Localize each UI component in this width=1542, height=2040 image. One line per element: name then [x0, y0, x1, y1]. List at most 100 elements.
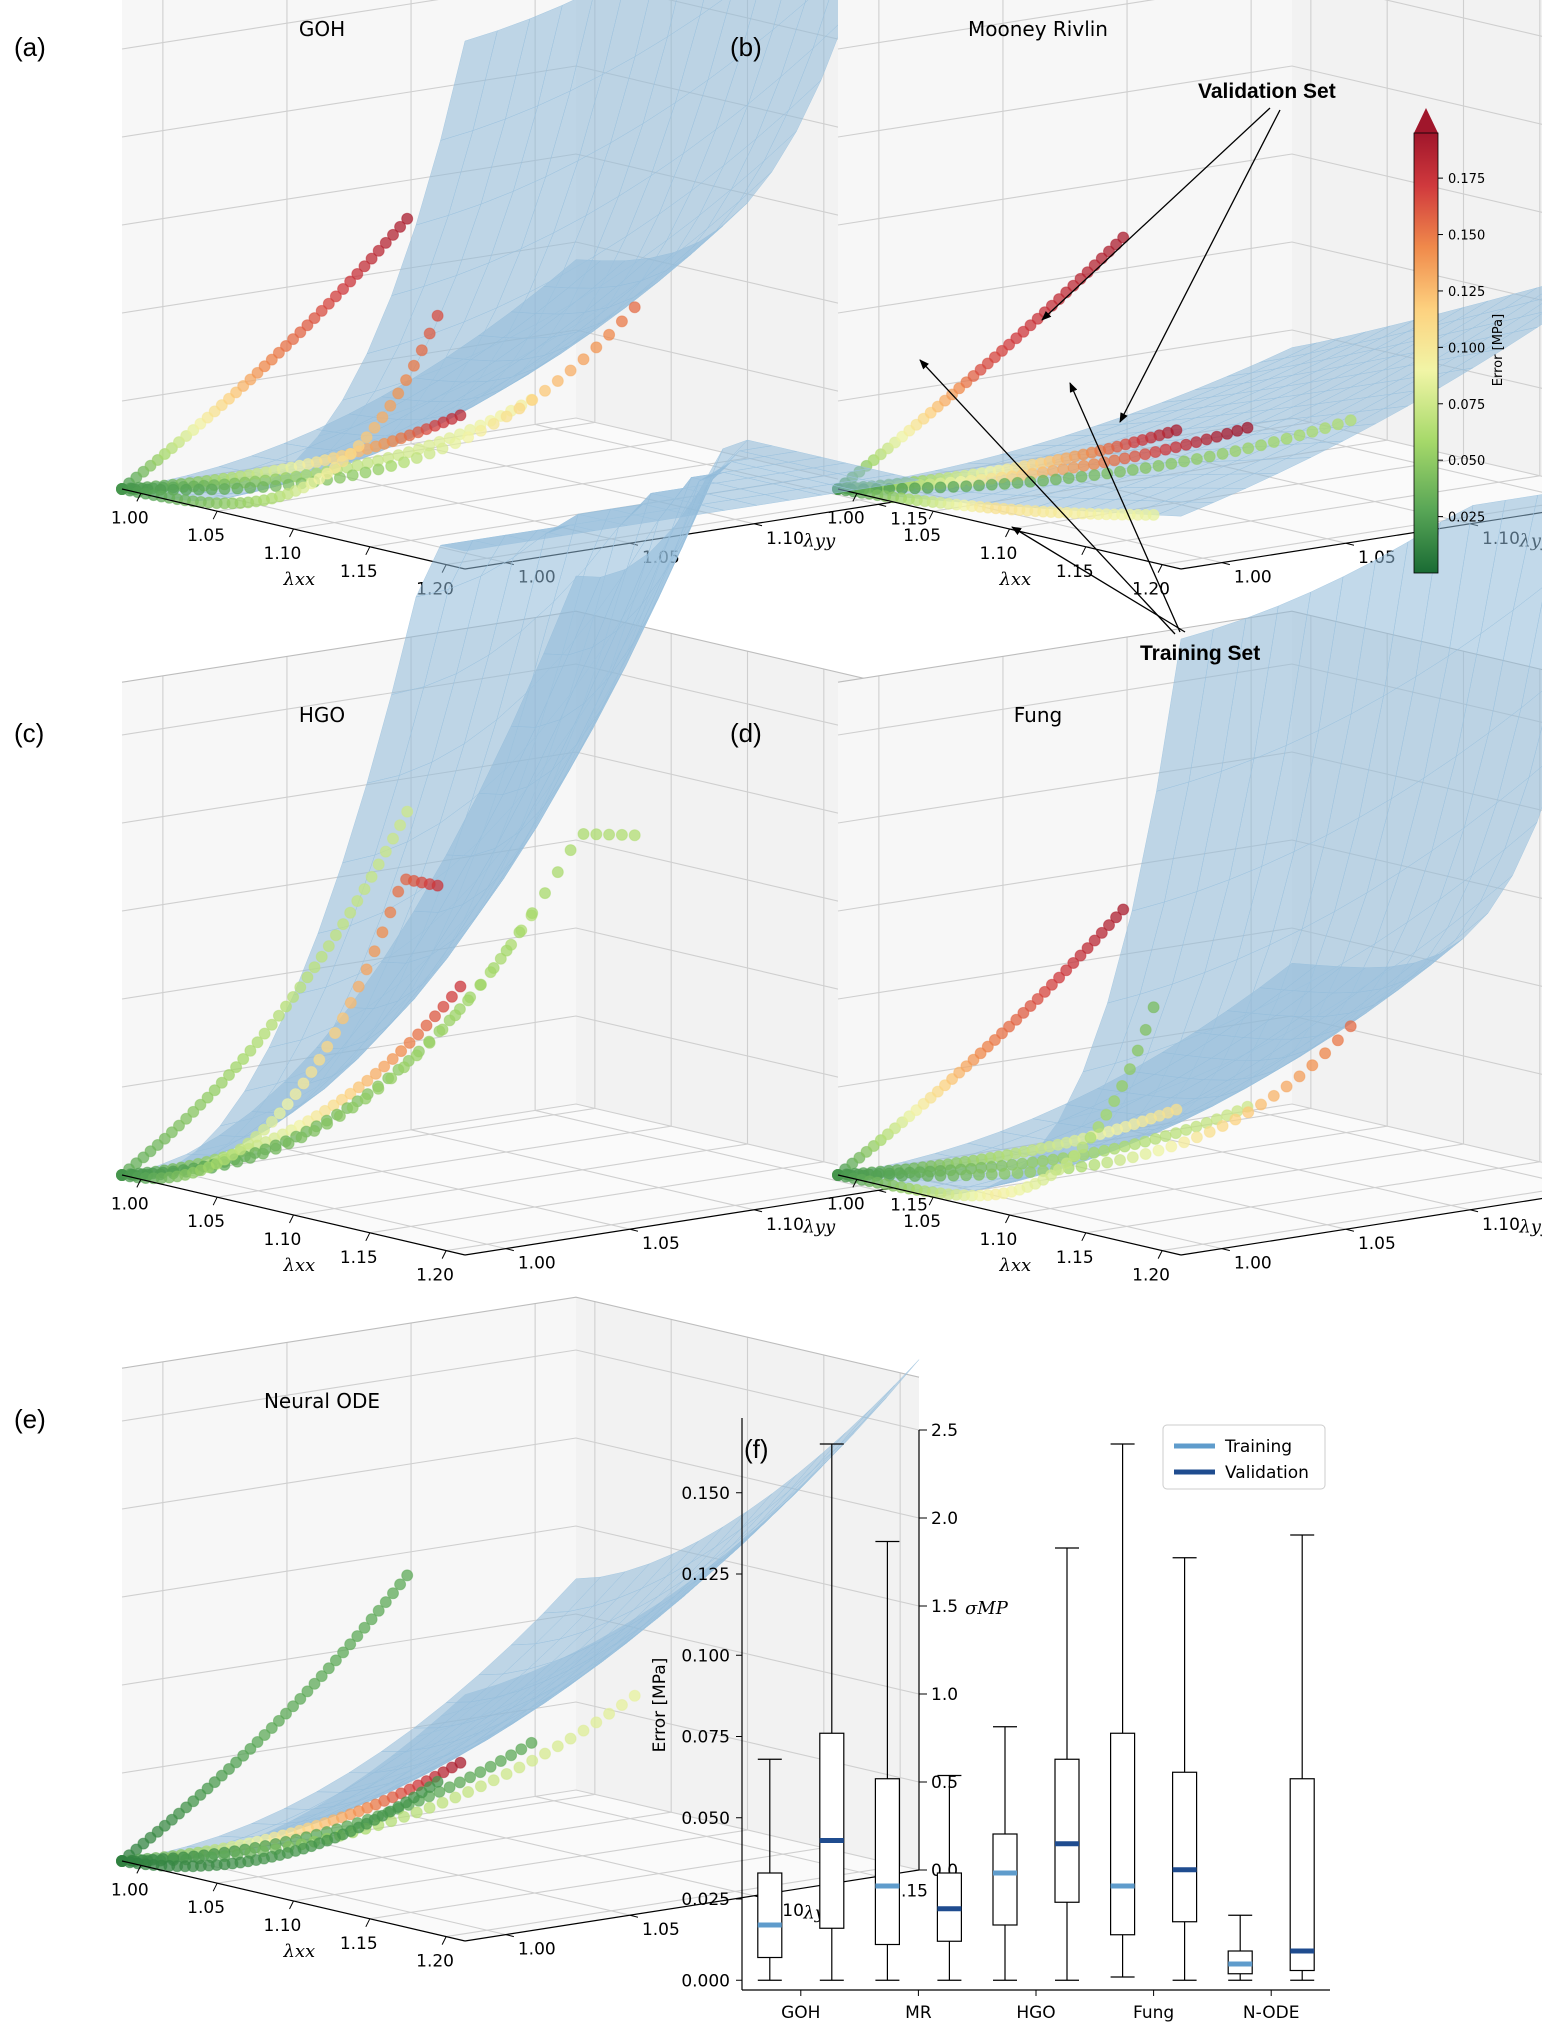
curve-point	[258, 1123, 270, 1136]
training-set-label: Training Set	[1140, 642, 1260, 665]
curve-point	[1169, 441, 1182, 454]
curve-point	[436, 1023, 449, 1036]
curve-point	[590, 341, 603, 354]
curve-point	[415, 344, 428, 357]
surface-patch	[1488, 587, 1542, 734]
curve-point	[333, 471, 346, 484]
curve-point	[358, 260, 371, 273]
y-tick-label: 1.05	[642, 1234, 680, 1254]
curve-point	[297, 1077, 310, 1090]
surface-patch	[1513, 313, 1542, 333]
x-tick	[1157, 1250, 1163, 1259]
y-tick-label: 1.10	[766, 529, 804, 549]
curve-point	[301, 319, 314, 332]
curve-point	[960, 1169, 973, 1182]
x-tick-label: 1.10	[264, 1916, 302, 1936]
curve-point	[385, 1072, 398, 1085]
x-tick	[212, 1196, 218, 1206]
colorbar-tick-label: 0.025	[1448, 511, 1485, 526]
curve-point	[1100, 1108, 1113, 1121]
surface-patch	[780, 0, 830, 78]
curve-point	[443, 1781, 456, 1794]
curve-point	[1024, 1000, 1037, 1012]
curve-point	[1242, 442, 1255, 455]
curve-point	[1293, 1070, 1306, 1083]
x-tick-label: 1.05	[903, 526, 941, 546]
curve-point	[1306, 425, 1319, 438]
x-tick-label: 1.05	[187, 1898, 225, 1918]
curve-point	[1216, 1120, 1229, 1132]
curve-point	[998, 1167, 1011, 1180]
surface-patch	[739, 0, 782, 57]
panel-title: Neural ODE	[264, 1389, 380, 1413]
curve-point	[1074, 949, 1087, 962]
curve-point	[603, 828, 616, 841]
z-axis-label: σMP	[965, 1598, 1009, 1619]
curve-point	[265, 1722, 278, 1734]
curve-point	[368, 421, 381, 434]
y-axis-label: λyy	[802, 530, 836, 551]
x-tick-label: GOH	[781, 2003, 820, 2023]
x-tick	[289, 1900, 294, 1910]
x-tick	[365, 546, 371, 556]
curve-point	[173, 1119, 185, 1132]
colorbar-tick-label: 0.050	[1448, 454, 1485, 469]
x-tick-label: 1.20	[416, 1952, 454, 1972]
y-tick-label: 0.075	[681, 1728, 730, 1748]
curve-point	[337, 918, 350, 931]
curve-point	[1319, 422, 1332, 435]
curve-point	[1280, 1080, 1293, 1093]
curve-point	[628, 301, 641, 314]
curve-point	[1241, 421, 1254, 434]
curve-point	[1010, 1013, 1023, 1026]
surface-patch	[772, 0, 807, 31]
curve-point	[379, 1596, 392, 1609]
curve-point	[590, 828, 603, 841]
legend-label-validation: Validation	[1225, 1463, 1309, 1483]
curve-point	[1344, 1020, 1357, 1033]
curve-point	[344, 275, 357, 288]
x-tick-label: 1.15	[340, 1248, 378, 1268]
curve-point	[960, 480, 973, 493]
curve-point	[1076, 1141, 1089, 1154]
curve-point	[921, 1169, 934, 1182]
curve-point	[201, 1091, 214, 1104]
curve-point	[1117, 231, 1130, 244]
curve-point	[1038, 985, 1051, 998]
panel-letter: (d)	[730, 718, 762, 748]
curve-point	[505, 1749, 518, 1762]
curve-point	[344, 906, 357, 919]
panel-title: Fung	[1014, 703, 1062, 727]
x-tick	[136, 493, 142, 502]
x-tick-label: 1.05	[187, 526, 225, 546]
curve-point	[384, 399, 397, 412]
x-tick	[928, 1196, 934, 1206]
x-tick-label: 1.05	[903, 1212, 941, 1232]
curve-point	[484, 1760, 497, 1773]
curve-point	[1060, 964, 1073, 977]
curve-point	[251, 1036, 264, 1049]
curve-point	[500, 1768, 513, 1780]
curve-point	[395, 1045, 408, 1058]
box-plot-panel: 0.000 0.025 0.050 0.075 0.100 0.125 0.150 Error…	[650, 1418, 1330, 2023]
curve-point	[192, 483, 205, 496]
z-tick-label: 2.0	[931, 1509, 958, 1529]
surface-patch	[699, 0, 723, 17]
box-body	[819, 1732, 845, 1929]
curve-point	[1255, 439, 1267, 452]
curve-point	[365, 252, 378, 265]
curve-point	[336, 1012, 349, 1025]
curve-point	[344, 1087, 357, 1100]
curve-point	[1139, 1023, 1152, 1036]
surface-patch	[675, 0, 731, 104]
curve-point	[577, 828, 590, 840]
curve-point	[242, 1137, 255, 1150]
curve-point	[403, 1036, 416, 1049]
curve-point	[308, 1124, 321, 1137]
curve-point	[272, 1009, 285, 1022]
curve-point	[337, 283, 350, 295]
curve-point	[1026, 1156, 1039, 1169]
x-tick-label: MR	[905, 2003, 932, 2023]
x-tick	[136, 1865, 142, 1874]
curve-point	[257, 1147, 269, 1160]
